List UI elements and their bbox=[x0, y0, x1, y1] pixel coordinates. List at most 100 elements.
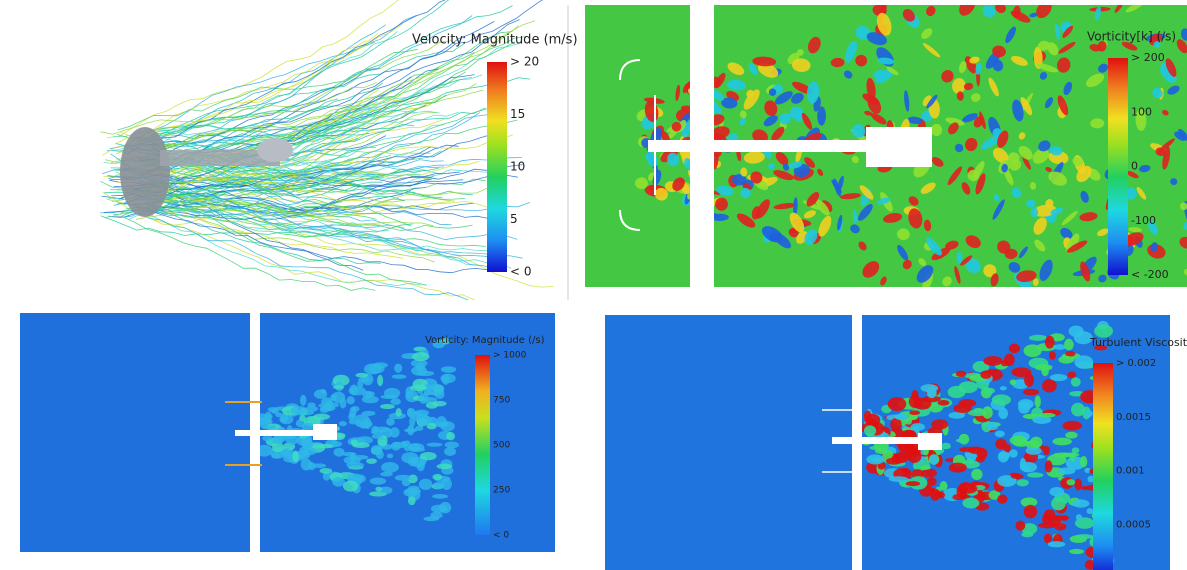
viscosity-blob bbox=[1080, 456, 1087, 467]
viscosity-blob bbox=[913, 398, 931, 410]
viscosity-blob bbox=[1052, 438, 1071, 446]
vortex-blob bbox=[396, 408, 402, 417]
viscosity-blob bbox=[866, 454, 884, 464]
viscosity-blob bbox=[1011, 367, 1031, 377]
vortex-blob bbox=[284, 448, 291, 459]
shaft bbox=[235, 430, 315, 436]
vortex-blob bbox=[333, 385, 344, 389]
vortex-blob bbox=[394, 363, 402, 372]
viscosity-blob bbox=[1029, 335, 1047, 341]
viscosity-blob bbox=[949, 463, 967, 473]
vortex-blob bbox=[432, 401, 446, 407]
hub bbox=[866, 127, 932, 167]
vortex-blob bbox=[342, 452, 357, 456]
vortex-blob bbox=[419, 479, 433, 490]
viscosity-blob bbox=[965, 459, 974, 464]
viscosity-blob bbox=[1071, 377, 1081, 386]
vortex-blob bbox=[371, 426, 378, 434]
viscosity-blob bbox=[953, 404, 971, 413]
legend-title: Vorticity[k] (/s) bbox=[1087, 30, 1176, 44]
viscosity-blob bbox=[920, 465, 931, 470]
vortex-blob bbox=[430, 512, 442, 519]
vortex-blob bbox=[340, 398, 347, 409]
colorbar-label: < -200 bbox=[1131, 268, 1169, 281]
vortex-blob bbox=[344, 456, 361, 465]
colorbar-label: 250 bbox=[493, 486, 510, 496]
vortex-blob bbox=[446, 432, 455, 440]
viscosity-blob bbox=[1064, 339, 1074, 351]
viscosity-blob bbox=[948, 386, 966, 398]
colorbar-label: 0 bbox=[1131, 160, 1138, 173]
vortex-blob bbox=[292, 450, 298, 462]
viscosity-blob bbox=[1041, 365, 1049, 377]
viscosity-blob bbox=[1004, 444, 1011, 453]
figure: Velocity: Magnitude (m/s)> 2015105< 0Vor… bbox=[0, 0, 1187, 570]
viscosity-blob bbox=[927, 386, 937, 398]
colorbar-label: 750 bbox=[493, 396, 510, 406]
viscosity-blob bbox=[952, 494, 963, 500]
viscosity-blob bbox=[1018, 402, 1030, 414]
vortex-blob bbox=[300, 395, 306, 406]
viscosity-blob bbox=[1072, 499, 1089, 507]
vortex-blob bbox=[384, 388, 400, 398]
viscosity-blob bbox=[995, 430, 1005, 437]
viscosity-blob bbox=[888, 397, 907, 411]
vortex-blob bbox=[407, 425, 414, 435]
colorbar-label: 0.0005 bbox=[1116, 519, 1151, 530]
vortex-blob bbox=[262, 425, 277, 429]
vortex-blob bbox=[355, 373, 367, 378]
vortex-blob bbox=[313, 414, 330, 420]
viscosity-blob bbox=[1050, 374, 1067, 381]
vortex-blob bbox=[432, 474, 442, 480]
legend-title: Vorticity: Magnitude (/s) bbox=[425, 335, 545, 346]
viscosity-blob bbox=[971, 469, 982, 480]
viscosity-blob bbox=[1000, 386, 1007, 390]
colorbar-label: < 0 bbox=[493, 531, 509, 541]
viscosity-blob bbox=[1049, 351, 1056, 359]
vortex-blob bbox=[392, 374, 407, 379]
vortex-blob bbox=[339, 421, 347, 426]
colorbar-label: 100 bbox=[1131, 105, 1152, 118]
colorbar bbox=[1108, 58, 1128, 275]
viscosity-blob bbox=[941, 443, 951, 450]
viscosity-blob bbox=[1026, 447, 1042, 455]
viscosity-blob bbox=[1069, 325, 1084, 337]
viscosity-blob bbox=[1011, 474, 1024, 479]
vortex-blob bbox=[334, 448, 345, 457]
vortex-blob bbox=[432, 494, 448, 499]
viscosity-blob bbox=[1013, 440, 1030, 447]
colorbar-label: > 0.002 bbox=[1116, 358, 1156, 369]
vortex-blob bbox=[380, 472, 393, 477]
vortex-blob bbox=[325, 400, 334, 407]
colorbar-label: -100 bbox=[1131, 214, 1156, 227]
viscosity-blob bbox=[1076, 514, 1082, 520]
viscosity-blob bbox=[1071, 403, 1085, 417]
colorbar-label: > 20 bbox=[510, 55, 539, 69]
viscosity-blob bbox=[1038, 523, 1056, 529]
vortex-blob bbox=[375, 487, 382, 492]
vortex-blob bbox=[395, 475, 412, 481]
viscosity-blob bbox=[1048, 541, 1065, 547]
legend-title: Turbulent Viscosity (Pa-s) bbox=[1089, 336, 1187, 349]
vortex-blob bbox=[303, 440, 312, 450]
vortex-blob bbox=[431, 505, 447, 513]
shaft bbox=[832, 437, 922, 444]
colorbar-label: 15 bbox=[510, 107, 525, 121]
vortex-blob bbox=[285, 435, 299, 445]
viscosity-blob bbox=[958, 483, 977, 493]
viscosity-blob bbox=[892, 453, 908, 463]
viscosity-blob bbox=[930, 454, 938, 465]
vortex-blob bbox=[387, 454, 394, 459]
viscosity-blob bbox=[1075, 534, 1093, 539]
viscosity-blob bbox=[992, 394, 1011, 405]
viscosity-blob bbox=[1069, 549, 1084, 554]
vortex-blob bbox=[368, 364, 384, 374]
viscosity-blob bbox=[1023, 389, 1039, 396]
vortex-blob bbox=[371, 445, 382, 455]
viscosity-blob bbox=[1058, 356, 1074, 364]
vortex-blob bbox=[433, 482, 445, 490]
viscosity-blob bbox=[1074, 355, 1093, 368]
vortex-blob bbox=[427, 423, 437, 429]
viscosity-blob bbox=[909, 410, 920, 415]
fan bbox=[120, 127, 170, 217]
